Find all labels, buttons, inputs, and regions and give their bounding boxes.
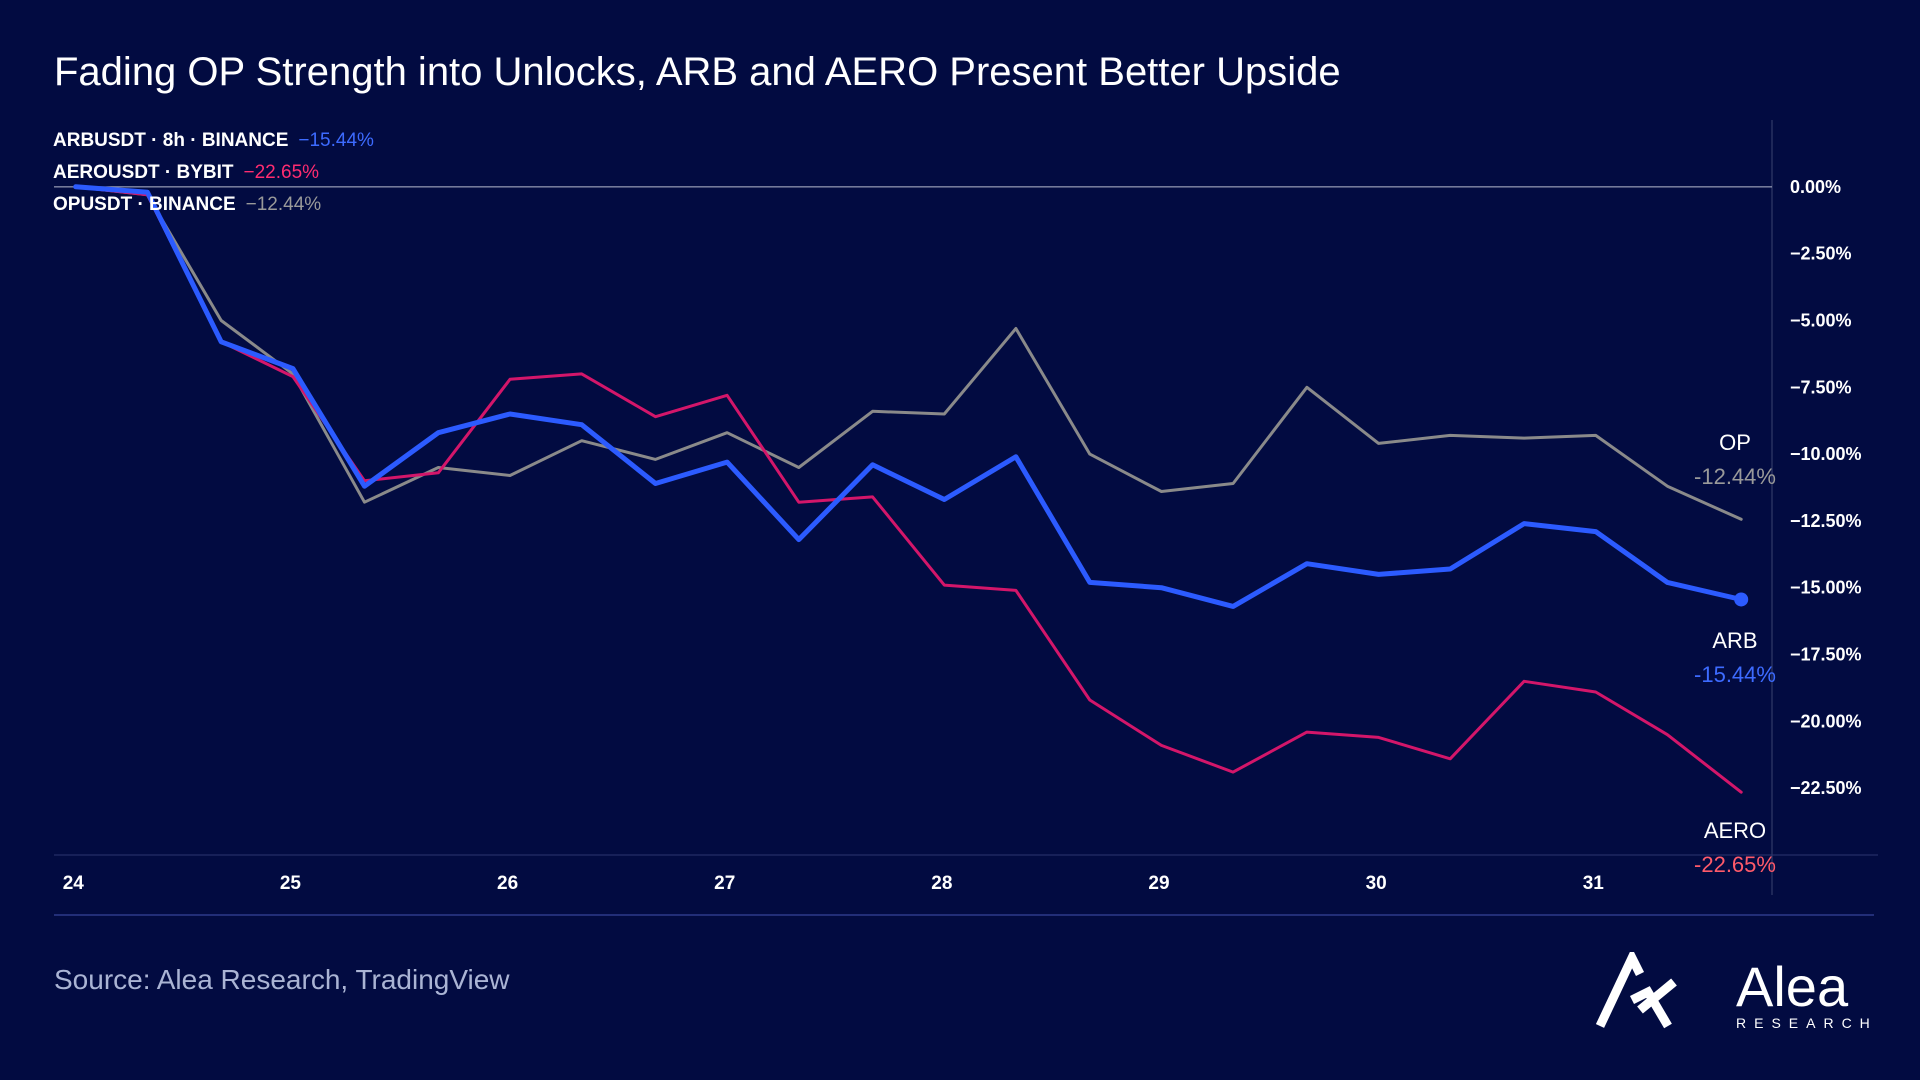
alea-mark-icon <box>1596 952 1677 1029</box>
series-layer <box>73 184 1749 794</box>
y-tick-label: −15.00% <box>1790 578 1862 598</box>
x-tick-label: 26 <box>497 873 518 894</box>
x-tick-label: 28 <box>931 873 952 894</box>
legend-value-op: −12.44% <box>245 194 322 215</box>
y-tick-label: −2.50% <box>1790 244 1852 264</box>
end-label-name-aero: AERO <box>1704 818 1766 843</box>
label-layer: 0.00% −2.50% −5.00% −7.50% −10.00% −12.50% −15… <box>63 177 1862 894</box>
legend-item-arb[interactable]: ARBUSDT · 8h · BINANCE −15.44% <box>53 130 374 152</box>
legend-symbol-op: OPUSDT · BINANCE <box>53 194 236 215</box>
x-tick-label: 25 <box>280 873 302 894</box>
alea-research-logo: Alea RESEARCH <box>1596 952 1876 1031</box>
end-label-value-op: -12.44% <box>1694 464 1776 489</box>
grid-layer <box>54 120 1878 916</box>
end-label-name-op: OP <box>1719 430 1751 455</box>
brand-name: Alea <box>1736 955 1849 1018</box>
brand-sub: RESEARCH <box>1736 1015 1876 1031</box>
legend-symbol-aero: AEROUSDT · BYBIT <box>53 162 234 183</box>
y-tick-label: −5.00% <box>1790 310 1852 330</box>
x-tick-label: 30 <box>1366 873 1387 894</box>
x-tick-label: 29 <box>1148 873 1169 894</box>
end-label-value-aero: -22.65% <box>1694 852 1776 877</box>
end-label-name-arb: ARB <box>1712 628 1757 653</box>
y-tick-label: 0.00% <box>1790 177 1841 197</box>
series-line-aero <box>74 185 1743 794</box>
end-label-value-arb: -15.44% <box>1694 662 1776 687</box>
legend-value-aero: −22.65% <box>243 162 320 183</box>
legend-item-aero[interactable]: AEROUSDT · BYBIT −22.65% <box>53 162 319 184</box>
y-tick-label: −12.50% <box>1790 511 1862 531</box>
chart-title: Fading OP Strength into Unlocks, ARB and… <box>54 50 1341 94</box>
x-tick-label: 24 <box>63 873 85 894</box>
y-tick-label: −10.00% <box>1790 444 1862 464</box>
y-tick-label: −20.00% <box>1790 711 1862 731</box>
legend-symbol-arb: ARBUSDT · 8h · BINANCE <box>53 130 289 151</box>
x-tick-label: 27 <box>714 873 735 894</box>
x-tick-label: 31 <box>1583 873 1605 894</box>
chart-canvas: 0.00% −2.50% −5.00% −7.50% −10.00% −12.50% −15… <box>54 120 1878 916</box>
legend-item-op[interactable]: OPUSDT · BINANCE −12.44% <box>53 194 321 216</box>
series-line-arb <box>73 184 1744 609</box>
series-line-op <box>74 185 1743 521</box>
arb-last-point <box>1734 592 1749 607</box>
y-tick-label: −22.50% <box>1790 778 1862 798</box>
y-tick-label: −7.50% <box>1790 377 1852 397</box>
y-tick-label: −17.50% <box>1790 645 1862 665</box>
source-note: Source: Alea Research, TradingView <box>54 964 510 995</box>
legend-value-arb: −15.44% <box>298 130 374 151</box>
